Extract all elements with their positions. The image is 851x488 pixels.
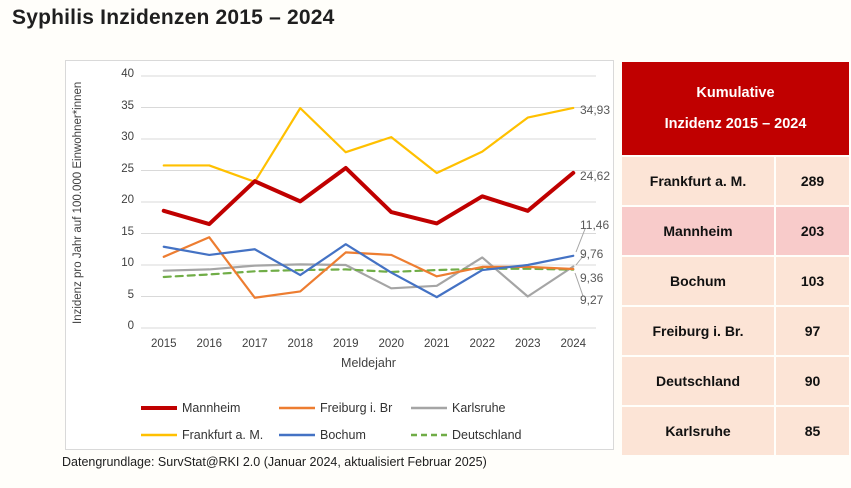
y-tick-label: 0 <box>127 320 134 332</box>
legend-swatch-icon <box>141 433 177 437</box>
legend-swatch-icon <box>279 433 315 437</box>
legend-swatch-icon <box>279 406 315 410</box>
legend-item-deutschland: Deutschland <box>411 428 522 442</box>
y-tick-label: 10 <box>121 257 134 269</box>
y-axis-title: Inzidenz pro Jahr auf 100.000 Einwohner*… <box>72 81 84 324</box>
page-title: Syphilis Inzidenzen 2015 – 2024 <box>12 6 335 29</box>
value-cell: 97 <box>776 307 849 355</box>
data-label-freiburg-i-br: 9,36 <box>580 271 604 285</box>
legend-label: Mannheim <box>182 401 241 415</box>
series-line-frankfurt-a-m- <box>162 106 575 183</box>
series-line-mannheim <box>161 165 576 227</box>
legend-label: Frankfurt a. M. <box>182 428 264 442</box>
legend-label: Freiburg i. Br <box>320 401 393 415</box>
value-cell: 203 <box>776 207 849 255</box>
y-tick-label: 40 <box>121 68 134 80</box>
data-source-note: Datengrundlage: SurvStat@RKI 2.0 (Januar… <box>62 455 487 469</box>
city-cell: Mannheim <box>622 207 774 255</box>
data-label-bochum: 11,46 <box>580 218 610 232</box>
y-tick-label: 25 <box>121 162 134 175</box>
legend-label: Karlsruhe <box>452 401 506 415</box>
legend-item-freiburg-i-br: Freiburg i. Br <box>279 401 392 415</box>
table-body: Frankfurt a. M. 289 Mannheim 203 Bochum 103 Fr… <box>622 157 849 455</box>
table-row: Frankfurt a. M. 289 <box>622 157 849 205</box>
x-tick-label: 2021 <box>423 338 450 350</box>
series-line-bochum <box>162 243 575 299</box>
label-leader <box>575 254 585 266</box>
legend-item-karlsruhe: Karlsruhe <box>411 401 506 415</box>
legend-label: Deutschland <box>452 428 522 442</box>
x-tick-label: 2022 <box>469 338 496 350</box>
table-row: Mannheim 203 <box>622 207 849 255</box>
city-cell: Karlsruhe <box>622 407 774 455</box>
label-leader <box>575 228 586 253</box>
legend-item-bochum: Bochum <box>279 428 366 442</box>
y-tick-label: 35 <box>121 99 134 112</box>
data-label-karlsruhe: 9,76 <box>580 247 604 261</box>
value-cell: 103 <box>776 257 849 305</box>
city-cell: Frankfurt a. M. <box>622 157 774 205</box>
label-leader <box>574 272 584 297</box>
table-header-line1: Kumulative <box>696 85 775 101</box>
legend-swatch-icon <box>141 406 177 410</box>
plot-area <box>141 75 596 329</box>
table-header-line2: Inzidenz 2015 – 2024 <box>664 116 807 132</box>
x-axis-title: Meldejahr <box>341 356 396 370</box>
value-cell: 90 <box>776 357 849 405</box>
series-line-karlsruhe <box>162 256 575 298</box>
legend-item-frankfurt-a-m-: Frankfurt a. M. <box>141 428 263 442</box>
table-row: Bochum 103 <box>622 257 849 305</box>
legend-label: Bochum <box>320 428 366 442</box>
line-chart: Inzidenz pro Jahr auf 100.000 Einwohner*… <box>65 60 614 450</box>
x-tick-label: 2018 <box>287 338 314 350</box>
data-label-deutschland: 9,27 <box>580 293 604 307</box>
legend-swatch-icon <box>411 406 447 410</box>
x-tick-label: 2020 <box>378 338 405 350</box>
series-line-deutschland <box>162 267 575 279</box>
x-tick-label: 2019 <box>332 338 359 350</box>
city-cell: Bochum <box>622 257 774 305</box>
data-label-mannheim: 24,62 <box>580 169 611 183</box>
value-cell: 85 <box>776 407 849 455</box>
legend-swatch-icon <box>411 433 447 437</box>
x-tick-label: 2015 <box>150 338 177 350</box>
table-row: Freiburg i. Br. 97 <box>622 307 849 355</box>
y-tick-label: 5 <box>127 288 134 301</box>
city-cell: Freiburg i. Br. <box>622 307 774 355</box>
table-header: Kumulative Inzidenz 2015 – 2024 <box>622 62 849 155</box>
x-tick-label: 2024 <box>560 338 587 350</box>
y-tick-label: 15 <box>121 225 134 238</box>
y-tick-label: 20 <box>121 194 134 206</box>
x-tick-label: 2017 <box>241 338 268 350</box>
cumulative-incidence-table: Kumulative Inzidenz 2015 – 2024 Frankfur… <box>622 62 849 457</box>
value-cell: 289 <box>776 157 849 205</box>
x-tick-label: 2016 <box>196 338 223 350</box>
x-tick-label: 2023 <box>514 338 541 350</box>
table-row: Deutschland 90 <box>622 357 849 405</box>
legend-item-mannheim: Mannheim <box>141 401 240 415</box>
data-label-frankfurt-a-m-: 34,93 <box>580 103 611 117</box>
y-tick-label: 30 <box>121 131 134 143</box>
table-row: Karlsruhe 85 <box>622 407 849 455</box>
city-cell: Deutschland <box>622 357 774 405</box>
